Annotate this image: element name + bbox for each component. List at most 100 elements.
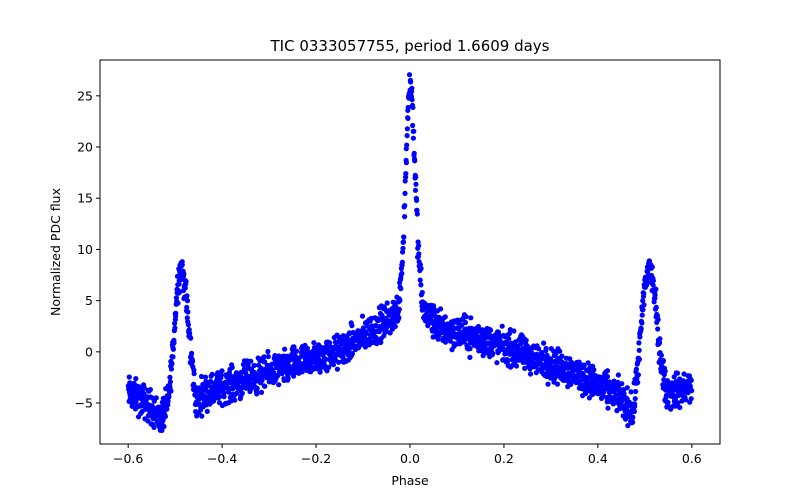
data-point <box>417 277 423 283</box>
data-point <box>265 348 271 355</box>
data-point <box>536 346 542 352</box>
data-point <box>409 97 415 103</box>
data-point <box>621 390 627 396</box>
data-point <box>637 334 643 340</box>
data-point <box>682 397 689 403</box>
data-point <box>650 282 656 288</box>
data-point <box>459 322 465 328</box>
x-tick-label: 0.6 <box>682 451 702 466</box>
data-point <box>378 339 384 345</box>
data-point <box>544 352 550 359</box>
data-point <box>304 345 310 351</box>
data-point <box>168 388 174 394</box>
y-tick-label: 10 <box>77 242 93 257</box>
data-point <box>166 394 172 400</box>
x-axis: −0.6 −0.4 −0.2 0.0 0.2 0.4 0.6 <box>113 444 702 466</box>
data-point <box>384 300 390 306</box>
data-point <box>217 393 223 400</box>
data-point <box>239 390 245 396</box>
data-point <box>511 328 517 334</box>
data-point <box>189 350 195 356</box>
data-point <box>326 364 332 370</box>
data-point <box>468 315 474 321</box>
data-point <box>405 104 411 111</box>
data-point <box>630 414 636 420</box>
data-point <box>499 323 505 329</box>
data-point <box>630 419 636 425</box>
data-point <box>402 214 408 220</box>
data-point <box>254 391 260 397</box>
data-point <box>431 305 437 311</box>
data-point <box>175 300 181 306</box>
data-point <box>557 348 563 354</box>
data-point <box>168 366 174 372</box>
data-point <box>133 399 139 405</box>
data-point <box>413 174 419 180</box>
data-point <box>162 413 168 420</box>
data-point <box>640 307 646 313</box>
data-point <box>442 339 449 345</box>
data-point <box>190 358 196 364</box>
data-point <box>412 187 419 193</box>
data-point <box>402 190 408 196</box>
data-point <box>184 293 190 299</box>
data-point <box>633 366 640 372</box>
data-point <box>688 377 694 383</box>
data-point <box>170 346 176 352</box>
data-point <box>624 385 630 391</box>
data-point <box>635 380 641 386</box>
data-point <box>490 350 496 356</box>
data-point <box>463 314 469 320</box>
data-point <box>408 79 414 85</box>
data-point <box>159 427 165 433</box>
data-point <box>208 378 214 384</box>
data-point <box>604 368 611 374</box>
data-point <box>414 211 420 217</box>
data-point <box>265 353 271 360</box>
data-point <box>406 72 413 78</box>
data-point <box>209 371 215 377</box>
y-tick-label: 25 <box>77 88 93 103</box>
data-point <box>133 376 139 382</box>
data-point <box>688 396 694 402</box>
data-point <box>615 372 622 378</box>
data-point <box>219 368 225 374</box>
data-point <box>167 374 173 380</box>
data-point <box>657 340 663 346</box>
data-point <box>153 395 159 401</box>
data-point <box>639 320 645 326</box>
data-point <box>632 403 638 409</box>
data-point <box>147 387 153 393</box>
x-tick-label: 0.4 <box>588 451 608 466</box>
data-point <box>397 297 403 304</box>
data-point <box>543 345 549 352</box>
data-point <box>403 171 409 177</box>
data-point <box>488 327 494 333</box>
data-point <box>164 406 170 412</box>
data-point <box>638 326 644 332</box>
data-point <box>641 302 647 308</box>
data-point <box>554 381 561 387</box>
x-axis-label: Phase <box>391 473 429 488</box>
data-point <box>527 371 534 377</box>
data-point <box>494 360 500 366</box>
y-tick-label: 20 <box>77 140 93 155</box>
data-point <box>172 320 178 326</box>
data-point <box>349 323 355 329</box>
data-point <box>183 278 189 285</box>
data-point <box>481 338 487 344</box>
data-point <box>655 316 661 323</box>
data-point <box>414 197 420 203</box>
data-point <box>191 371 197 377</box>
data-point <box>604 374 611 380</box>
data-point <box>184 315 190 321</box>
data-point <box>419 289 425 296</box>
data-point <box>462 319 468 326</box>
x-tick-label: 0.0 <box>400 451 420 466</box>
data-point <box>173 310 179 316</box>
data-point <box>172 325 178 331</box>
data-point <box>299 369 305 375</box>
data-point <box>400 245 406 251</box>
data-point <box>632 396 638 402</box>
data-point <box>631 408 638 415</box>
